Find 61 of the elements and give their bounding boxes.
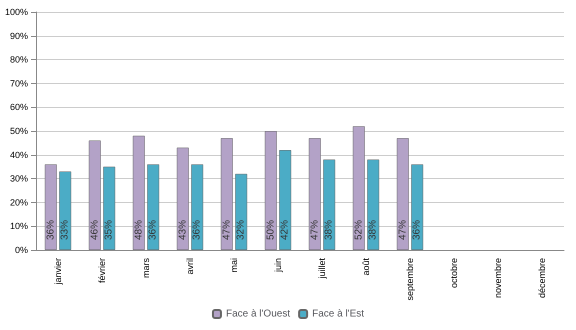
y-tick-label: 60% <box>10 102 28 112</box>
y-tick-label: 30% <box>10 174 28 184</box>
bar <box>264 131 277 250</box>
bar <box>411 164 424 250</box>
x-tick-label: janvier <box>53 258 63 286</box>
data-label: 32% <box>236 220 247 240</box>
y-tick-label: 50% <box>10 126 28 136</box>
data-label: 36% <box>412 220 423 240</box>
data-label: 38% <box>368 220 379 240</box>
bar <box>235 174 248 250</box>
y-tick-label: 80% <box>10 54 28 65</box>
x-tick-label: février <box>97 258 107 284</box>
data-label: 48% <box>133 220 144 240</box>
data-label: 47% <box>397 220 408 240</box>
bar <box>220 138 233 250</box>
bar <box>132 136 145 250</box>
y-tick-label: 70% <box>10 78 28 88</box>
x-tick-label: juillet <box>317 258 327 280</box>
bar <box>191 164 204 250</box>
x-tick-label: août <box>361 258 371 276</box>
y-tick-label: 100% <box>4 7 28 17</box>
x-tick-label: septembre <box>405 258 415 301</box>
bar <box>396 138 409 250</box>
data-label: 36% <box>192 220 203 240</box>
y-tick-label: 90% <box>10 30 28 41</box>
data-label: 42% <box>280 220 291 240</box>
legend-label: Face à l'Est <box>312 308 364 320</box>
x-tick-label: décembre <box>537 258 547 298</box>
x-tick-label: octobre <box>449 258 459 288</box>
data-label: 47% <box>309 220 320 240</box>
bar <box>323 160 336 250</box>
data-label: 52% <box>353 220 364 240</box>
bar <box>88 140 101 250</box>
bar <box>44 164 57 250</box>
y-tick-label: 10% <box>10 221 28 232</box>
data-label: 38% <box>324 220 335 240</box>
data-label: 47% <box>221 220 232 240</box>
bar <box>103 166 116 250</box>
data-label: 46% <box>89 220 100 240</box>
bar <box>352 126 365 250</box>
bar <box>279 150 292 250</box>
x-tick-label: novembre <box>493 258 503 298</box>
bar <box>147 164 160 250</box>
x-tick-label: mars <box>141 258 151 278</box>
data-label: 33% <box>60 220 71 240</box>
bar <box>176 148 189 250</box>
bar <box>308 138 321 250</box>
data-label: 43% <box>177 220 188 240</box>
y-tick-label: 0% <box>14 245 28 255</box>
x-tick-label: mai <box>229 258 239 273</box>
data-label: 36% <box>45 220 56 240</box>
data-label: 50% <box>265 220 276 240</box>
y-tick-label: 20% <box>10 197 28 208</box>
bar <box>367 160 380 250</box>
y-tick-label: 40% <box>10 150 28 160</box>
x-tick-label: juin <box>273 258 283 274</box>
bar <box>59 171 72 250</box>
data-label: 36% <box>148 220 159 240</box>
x-tick-label: avril <box>185 258 195 275</box>
data-label: 35% <box>104 220 115 240</box>
legend-label: Face à l'Ouest <box>226 308 290 320</box>
